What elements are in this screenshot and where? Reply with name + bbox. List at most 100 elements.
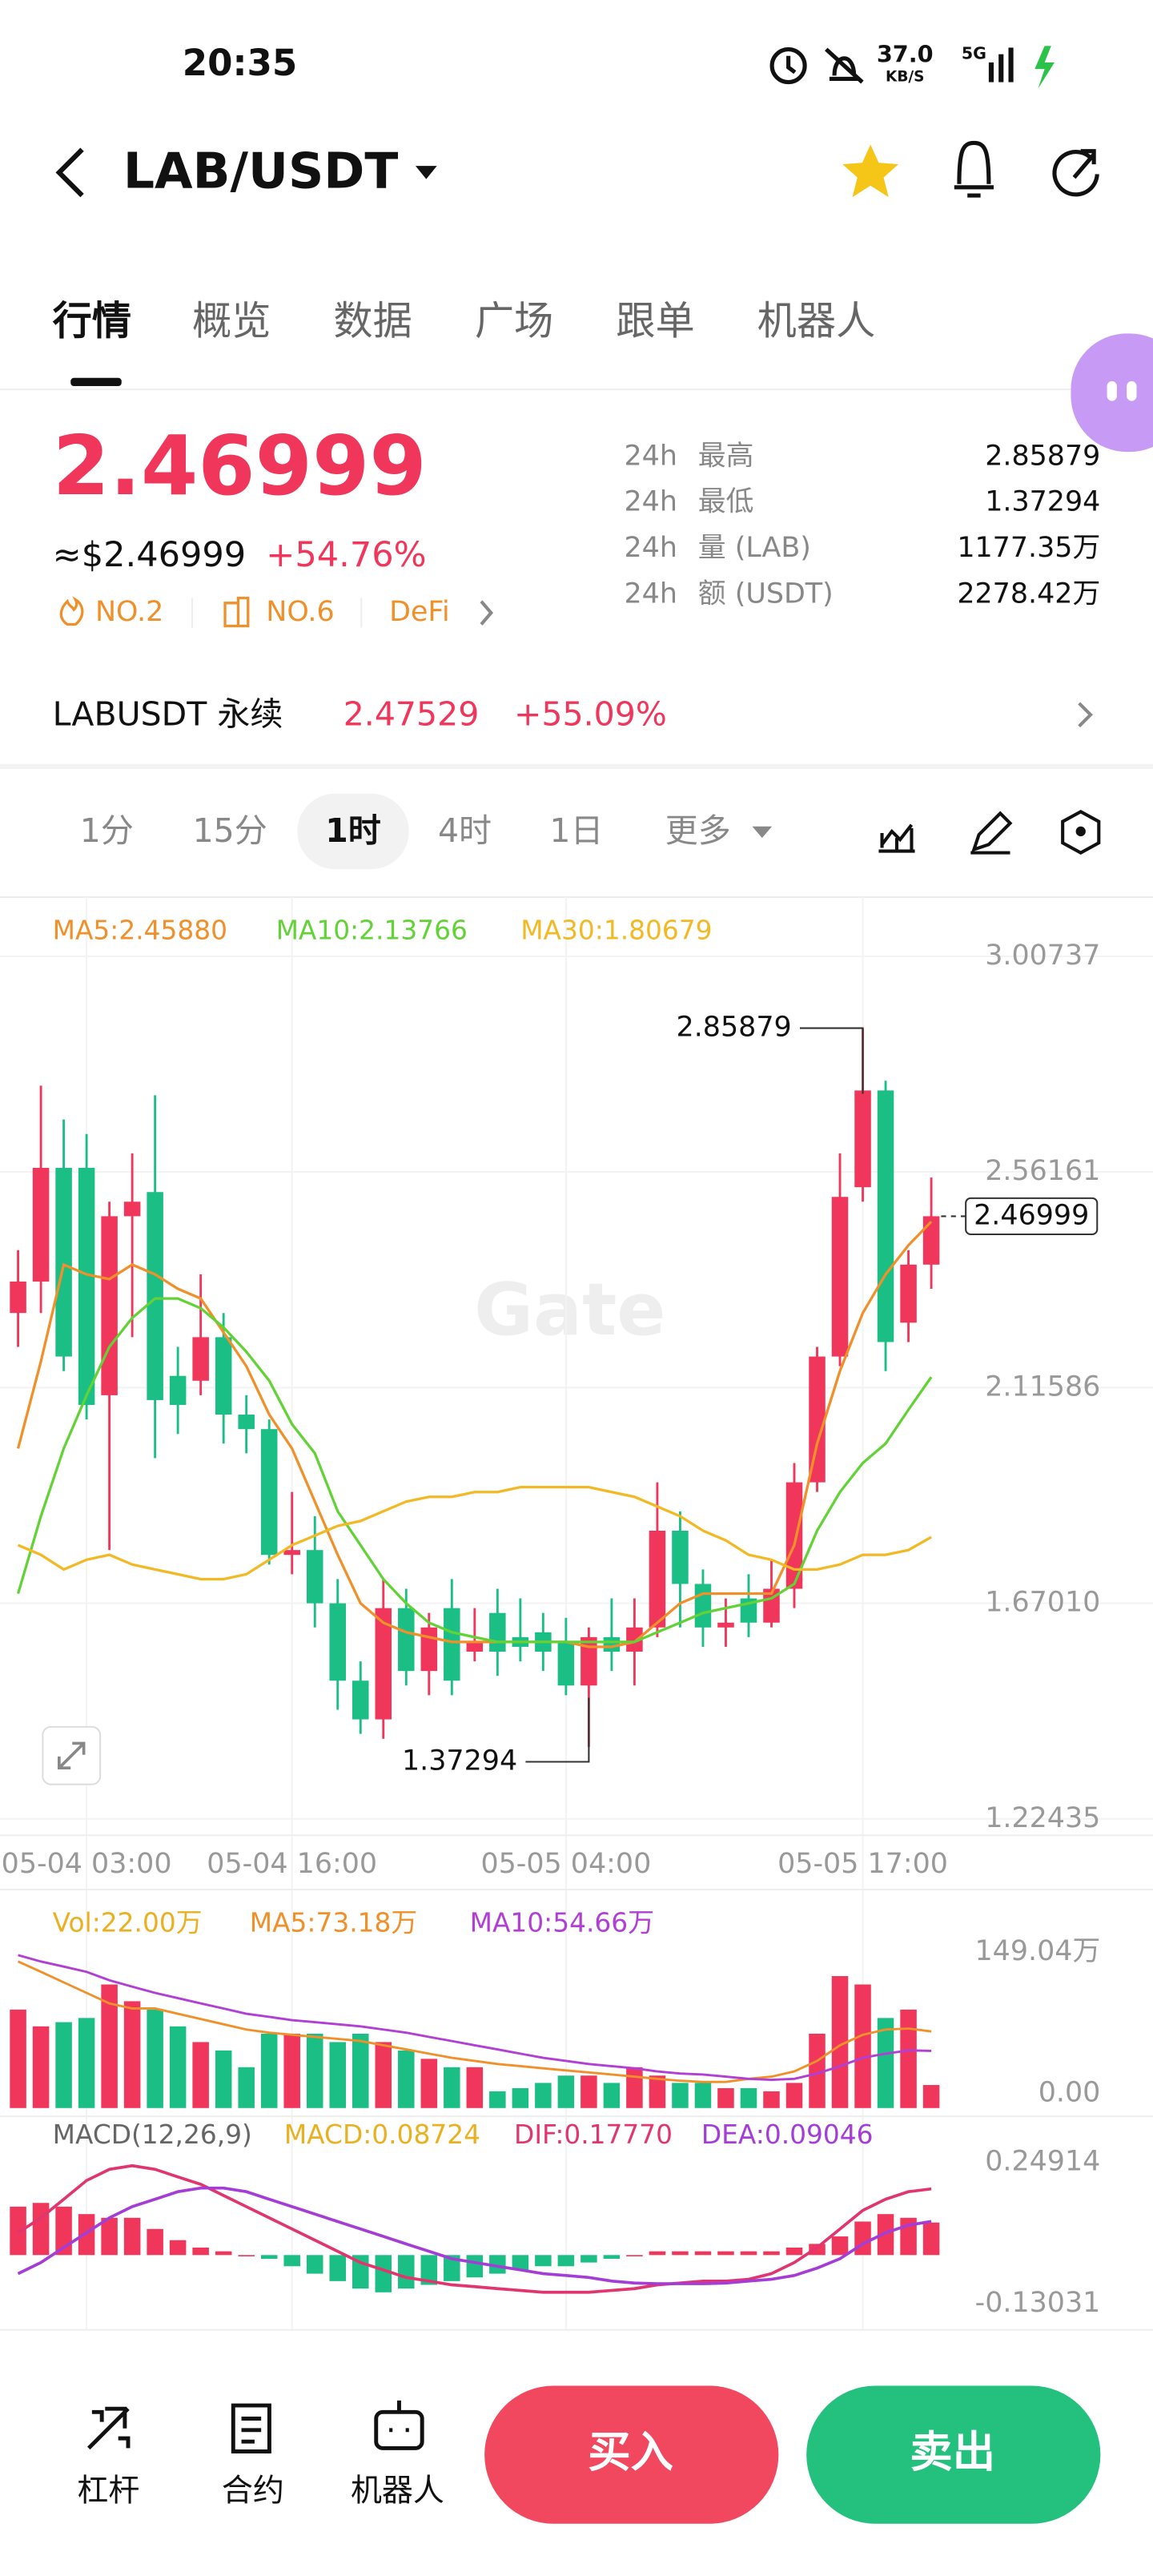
alert-bell[interactable] xyxy=(954,140,994,198)
tab[interactable]: 数据 xyxy=(333,298,412,344)
volume-bar xyxy=(260,2033,278,2108)
macd-bar xyxy=(55,2206,72,2256)
tab[interactable]: 机器人 xyxy=(757,298,876,344)
y-tick-label: 0.24914 xyxy=(985,2145,1100,2177)
candle-body xyxy=(672,1531,689,1584)
tag-chevron[interactable] xyxy=(480,600,494,626)
indicator-icon[interactable] xyxy=(878,823,915,853)
volume-bar xyxy=(649,2075,666,2108)
high-label: 2.85879 xyxy=(677,1012,792,1044)
tab[interactable]: 行情 xyxy=(53,298,131,344)
candle-body xyxy=(306,1550,323,1604)
macd-bar xyxy=(649,2251,666,2256)
y-tick-label: 3.00737 xyxy=(985,940,1100,972)
last-price: 2.46999 xyxy=(53,419,427,514)
interval-selected-bg xyxy=(297,793,409,870)
sector-tag[interactable]: DeFi xyxy=(389,596,449,628)
tab[interactable]: 概览 xyxy=(192,298,271,344)
volume-bar xyxy=(535,2083,552,2108)
interval[interactable]: 更多 xyxy=(665,811,731,850)
macd-bar xyxy=(626,2255,643,2256)
pair-dropdown[interactable] xyxy=(415,166,437,179)
legend-entry: MA10:54.66万 xyxy=(470,1908,654,1938)
volume-bar xyxy=(10,2009,26,2108)
tab[interactable]: 广场 xyxy=(475,298,553,344)
volume-bar xyxy=(877,2018,894,2108)
assistant-bubble[interactable] xyxy=(1071,333,1153,453)
stat-label: 量 (LAB) xyxy=(698,532,811,564)
volume-bar xyxy=(581,2075,597,2108)
draw-icon[interactable] xyxy=(970,811,1013,855)
interval[interactable]: 1时 xyxy=(325,811,381,850)
perp-chevron[interactable] xyxy=(1078,702,1093,728)
legend-entry: MA5:73.18万 xyxy=(250,1908,417,1938)
legend-entry: DEA:0.09046 xyxy=(701,2119,874,2150)
volume-bar xyxy=(169,2026,187,2108)
x-tick-label: 05-04 03:00 xyxy=(2,1848,172,1880)
settings-icon-dot xyxy=(1075,826,1086,837)
status-network: 5G xyxy=(962,44,986,63)
pair-title[interactable]: LAB/USDT xyxy=(123,143,398,200)
macd-bar xyxy=(581,2255,597,2263)
stat-label: 额 (USDT) xyxy=(698,578,834,610)
buy-label[interactable]: 买入 xyxy=(588,2426,673,2477)
interval[interactable]: 1分 xyxy=(80,811,134,850)
macd-bar xyxy=(215,2251,232,2256)
macd-bar xyxy=(169,2240,187,2256)
volume-bar xyxy=(215,2050,232,2108)
candle-body xyxy=(78,1168,95,1405)
perp-name[interactable]: LABUSDT 永续 xyxy=(53,694,283,733)
volume-bar xyxy=(785,2083,803,2108)
interval[interactable]: 4时 xyxy=(438,811,492,850)
tool-contract[interactable]: 合约 xyxy=(222,2473,284,2509)
back-button[interactable] xyxy=(55,147,84,198)
legend-entry: MA30:1.80679 xyxy=(520,916,712,946)
more-dropdown[interactable] xyxy=(752,826,773,839)
macd-bar xyxy=(375,2255,392,2292)
tab-underline xyxy=(70,377,122,387)
candle-body xyxy=(101,1216,118,1395)
volume-bar xyxy=(489,2091,506,2108)
macd-title: MACD(12,26,9) xyxy=(53,2119,252,2150)
indicator-line xyxy=(16,1297,933,1644)
settings-icon[interactable] xyxy=(1061,809,1101,855)
interval[interactable]: 15分 xyxy=(193,811,267,850)
sell-button[interactable] xyxy=(806,2385,1101,2524)
macd-bar xyxy=(10,2206,26,2256)
indicator-line xyxy=(17,2163,932,2294)
stat-label: 最高 xyxy=(698,440,754,472)
favorite-star[interactable] xyxy=(842,144,899,198)
tab[interactable]: 跟单 xyxy=(616,298,694,344)
fullscreen-icon xyxy=(58,1741,86,1770)
candle-body xyxy=(831,1197,849,1357)
buy-button[interactable] xyxy=(484,2385,779,2524)
macd-bar xyxy=(123,2217,141,2256)
legend-entry: DIF:0.17770 xyxy=(514,2119,673,2150)
interval[interactable]: 1日 xyxy=(549,811,603,850)
volume-bar xyxy=(420,2059,438,2108)
status-icons xyxy=(769,46,1055,89)
macd-bar xyxy=(512,2255,529,2270)
tab-bar: 行情 概览 数据 广场 跟单 机器人 xyxy=(53,298,876,344)
status-speed-unit: KB/S xyxy=(886,68,924,85)
watermark: Gate xyxy=(474,1268,665,1352)
macd-bar xyxy=(831,2236,849,2256)
macd-bar xyxy=(603,2255,621,2259)
share-button[interactable] xyxy=(1052,149,1099,197)
usd-price: ≈$2.46999 xyxy=(53,535,247,575)
volume-bar xyxy=(672,2083,689,2108)
indicator-line xyxy=(17,1485,932,1581)
sector-rank-tag[interactable]: NO.6 xyxy=(266,596,334,628)
sell-label[interactable]: 卖出 xyxy=(910,2426,995,2477)
macd-bar xyxy=(557,2255,575,2267)
candle-body xyxy=(900,1264,917,1323)
legend-entry: MACD:0.08724 xyxy=(284,2119,480,2150)
y-tick-label: 1.22435 xyxy=(985,1802,1100,1834)
tool-leverage[interactable]: 杠杆 xyxy=(77,2473,139,2509)
hot-icon xyxy=(59,596,84,626)
volume-bar xyxy=(398,2050,415,2108)
rank-tag[interactable]: NO.2 xyxy=(95,596,163,628)
tool-bot[interactable]: 机器人 xyxy=(351,2473,444,2509)
